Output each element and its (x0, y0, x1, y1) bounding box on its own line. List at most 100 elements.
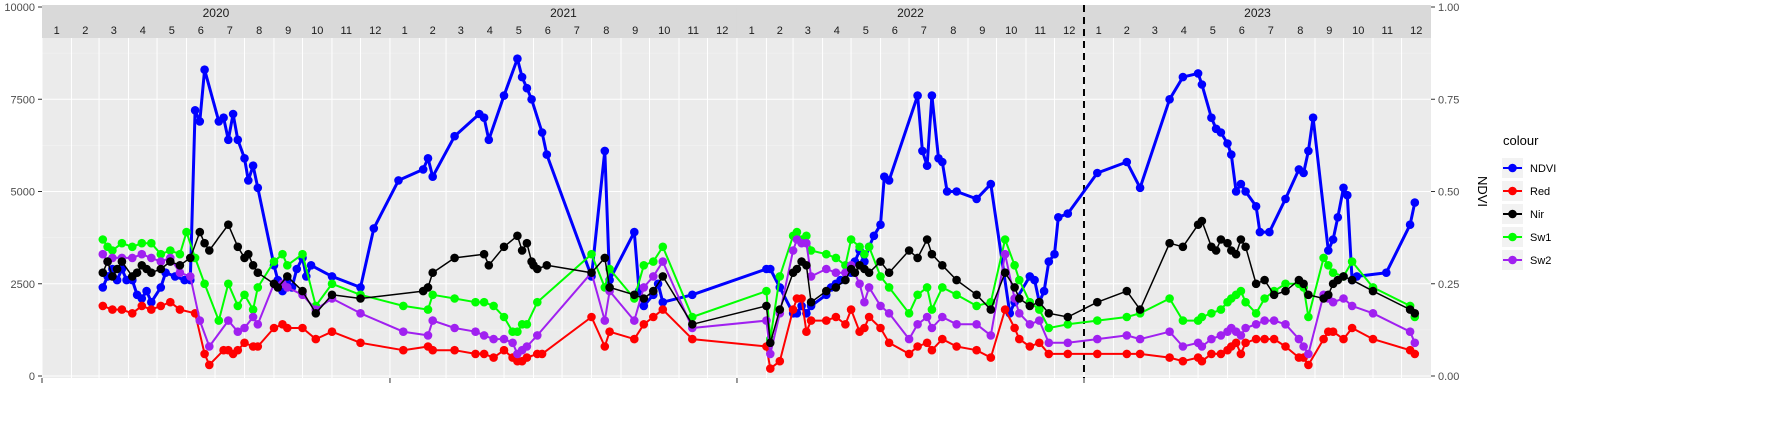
data-point-red (312, 335, 321, 344)
data-point-nir (450, 254, 459, 263)
data-point-red (1010, 324, 1019, 333)
data-point-sw2 (1207, 335, 1216, 344)
month-label: 2 (82, 25, 88, 37)
data-point-red (1411, 350, 1420, 359)
data-point-ndvi (1411, 198, 1420, 207)
data-point-red (1045, 350, 1054, 359)
data-point-sw1 (832, 254, 841, 263)
legend-label: Red (1530, 186, 1550, 198)
data-point-nir (253, 268, 262, 277)
month-label: 12 (1063, 25, 1075, 37)
data-point-sw1 (270, 257, 279, 266)
data-point-nir (1198, 217, 1207, 226)
data-point-sw2 (952, 320, 961, 329)
data-point-sw2 (1026, 320, 1035, 329)
data-point-ndvi (1165, 95, 1174, 104)
data-point-red (630, 335, 639, 344)
data-point-nir (688, 320, 697, 329)
data-point-red (1093, 350, 1102, 359)
data-point-sw2 (1411, 339, 1420, 348)
data-point-nir (793, 265, 802, 274)
data-point-red (356, 339, 365, 348)
left-y-axis: 025005000750010000 (4, 2, 42, 383)
data-point-sw1 (1304, 313, 1313, 322)
data-point-red (428, 346, 437, 355)
data-point-nir (1237, 235, 1246, 244)
data-point-sw1 (1260, 294, 1269, 303)
data-point-sw1 (138, 239, 147, 248)
data-point-sw1 (1001, 235, 1010, 244)
data-point-red (234, 346, 243, 355)
data-point-ndvi (234, 136, 243, 145)
data-point-nir (356, 294, 365, 303)
data-point-sw1 (176, 250, 185, 259)
data-point-sw2 (1348, 302, 1357, 311)
data-point-ndvi (538, 128, 547, 137)
month-label: 10 (658, 25, 670, 37)
data-point-red (1026, 342, 1035, 351)
data-point-nir (659, 272, 668, 281)
data-point-nir (424, 283, 433, 292)
data-point-sw2 (762, 316, 771, 325)
data-point-red (601, 342, 610, 351)
data-point-red (157, 302, 166, 311)
data-point-ndvi (138, 294, 147, 303)
data-point-nir (1123, 287, 1132, 296)
data-point-nir (1035, 298, 1044, 307)
month-label: 1 (1096, 25, 1102, 37)
data-point-sw2 (802, 239, 811, 248)
data-point-ndvi (1339, 184, 1348, 193)
data-point-nir (876, 257, 885, 266)
data-point-nir (865, 268, 874, 277)
data-point-sw1 (1319, 254, 1328, 263)
data-point-ndvi (1299, 169, 1308, 178)
legend-key-point (1508, 233, 1517, 242)
data-point-sw2 (356, 309, 365, 318)
data-point-ndvi (766, 265, 775, 274)
data-point-nir (807, 298, 816, 307)
data-point-nir (1270, 291, 1279, 300)
data-point-red (1319, 335, 1328, 344)
data-point-ndvi (688, 291, 697, 300)
legend-item-nir: Nir (1502, 204, 1544, 224)
left-tick-label: 2500 (11, 279, 35, 291)
data-point-nir (1001, 268, 1010, 277)
data-point-nir (205, 246, 214, 255)
data-point-nir (518, 246, 527, 255)
month-label: 11 (688, 25, 699, 37)
data-point-nir (1093, 298, 1102, 307)
data-point-nir (166, 257, 175, 266)
data-point-ndvi (1050, 250, 1059, 259)
data-point-nir (1299, 280, 1308, 289)
data-point-sw2 (885, 309, 894, 318)
data-point-sw1 (1252, 309, 1261, 318)
data-point-ndvi (424, 154, 433, 163)
data-point-nir (113, 265, 122, 274)
data-point-ndvi (1045, 257, 1054, 266)
data-point-red (1035, 339, 1044, 348)
data-point-nir (543, 261, 552, 270)
data-point-sw1 (108, 246, 117, 255)
data-point-red (913, 342, 922, 351)
data-point-sw2 (659, 257, 668, 266)
data-point-red (1015, 335, 1024, 344)
month-label: 7 (1268, 25, 1274, 37)
data-point-red (118, 305, 127, 314)
month-label: 11 (341, 25, 352, 37)
data-point-sw2 (489, 335, 498, 344)
data-point-red (108, 305, 117, 314)
data-point-sw1 (640, 261, 649, 270)
data-point-sw1 (283, 261, 292, 270)
legend-item-sw2: Sw2 (1502, 250, 1551, 270)
data-point-ndvi (370, 224, 379, 233)
legend-items: NDVIRedNirSw1Sw2 (1502, 158, 1556, 270)
month-label: 3 (805, 25, 811, 37)
data-point-sw2 (196, 316, 205, 325)
month-label: 4 (834, 25, 840, 37)
data-point-ndvi (356, 283, 365, 292)
data-point-nir (118, 257, 127, 266)
data-point-sw1 (822, 250, 831, 259)
legend-key-point (1508, 187, 1517, 196)
data-point-ndvi (1304, 147, 1313, 156)
